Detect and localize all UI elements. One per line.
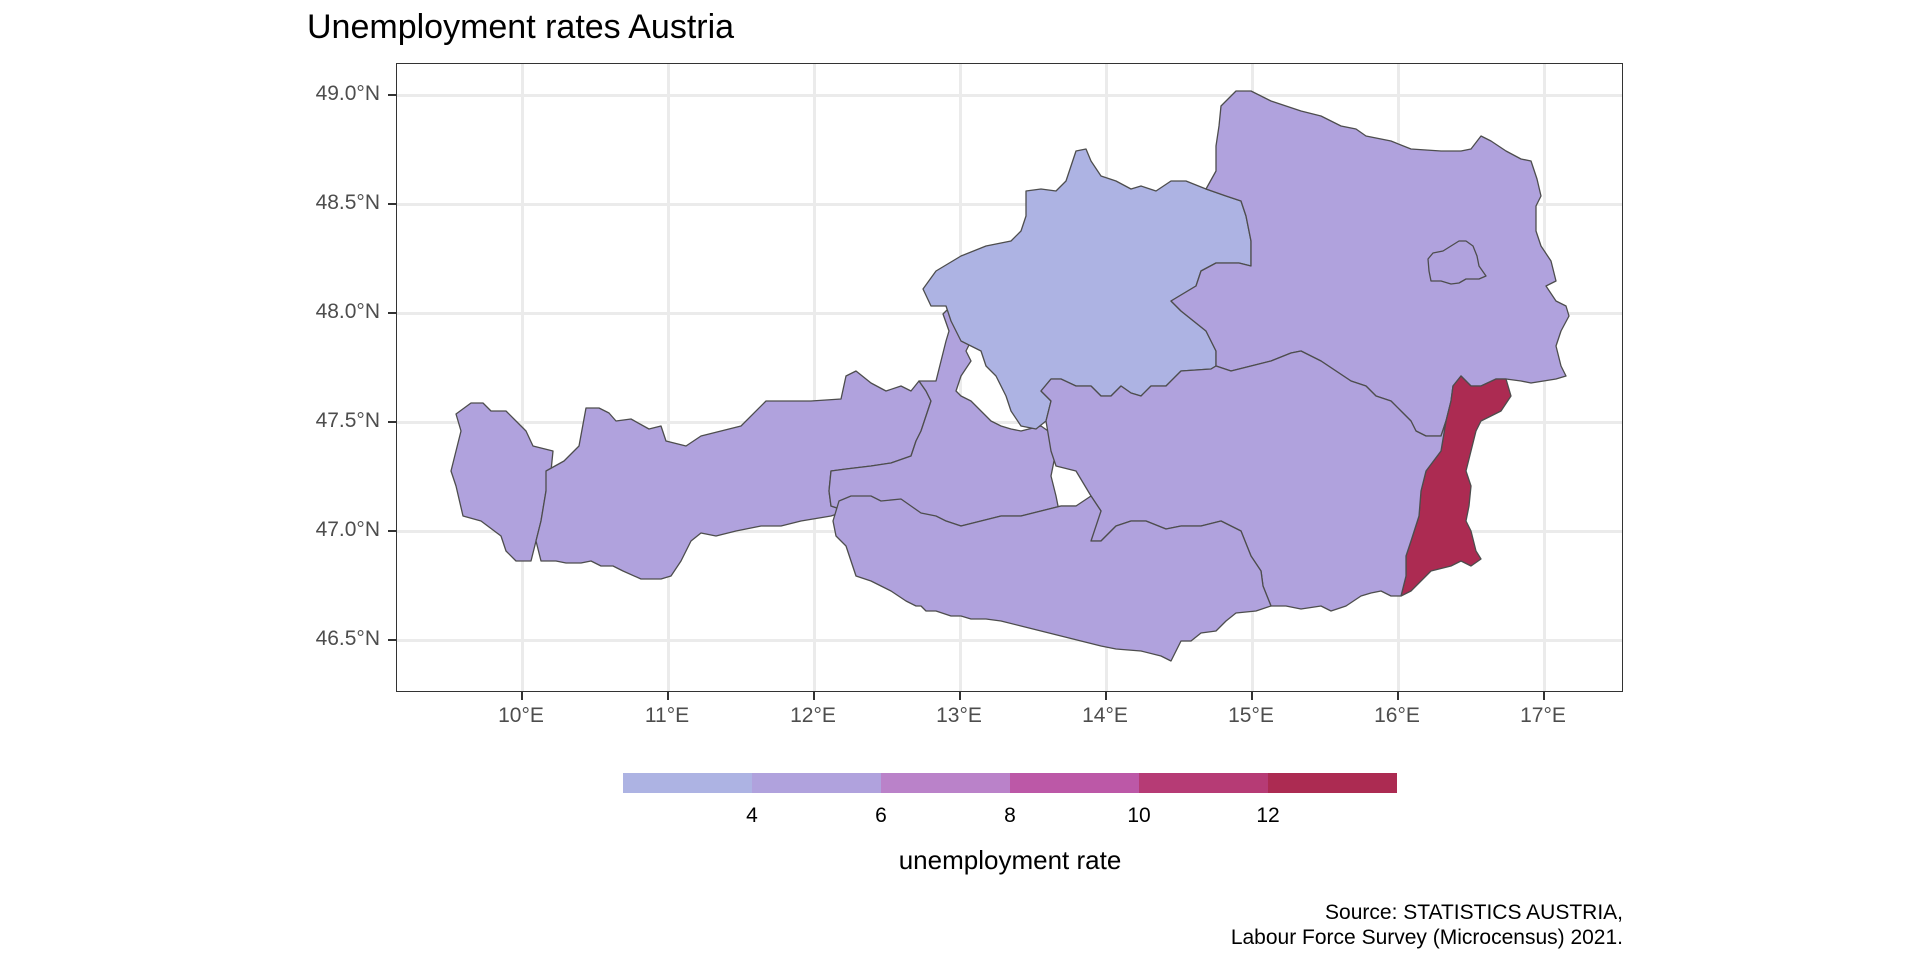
austria-map <box>450 90 1570 662</box>
legend-label: 12 <box>1256 804 1280 827</box>
x-tick-mark <box>959 692 961 700</box>
x-tick-label: 12°E <box>790 704 836 727</box>
y-tick-label: 46.5°N <box>315 627 380 650</box>
y-tick-label: 47.5°N <box>315 409 380 432</box>
legend-title: unemployment rate <box>898 845 1122 875</box>
x-tick-mark <box>521 692 523 700</box>
grid-line-lon-12 <box>813 64 816 691</box>
y-tick-mark <box>388 94 396 96</box>
source-line-1: Source: STATISTICS AUSTRIA, <box>1325 901 1623 924</box>
grid-line-lat-465 <box>397 639 1622 642</box>
legend-color-bin <box>623 773 752 793</box>
legend-color-bin <box>752 773 881 793</box>
region-wien[interactable] <box>1427 240 1487 285</box>
y-tick-mark <box>388 639 396 641</box>
x-tick-mark <box>1251 692 1253 700</box>
y-tick-mark <box>388 203 396 205</box>
grid-line-lat-485 <box>397 203 1622 206</box>
y-tick-mark <box>388 312 396 314</box>
y-tick-mark <box>388 421 396 423</box>
chart-title: Unemployment rates Austria <box>307 8 735 46</box>
legend-color-bin <box>1010 773 1139 793</box>
legend-label: 4 <box>746 804 758 827</box>
legend-label: 10 <box>1127 804 1151 827</box>
y-tick-mark <box>388 530 396 532</box>
y-tick-label: 47.0°N <box>315 518 380 541</box>
legend-label: 6 <box>875 804 887 827</box>
grid-line-lon-11 <box>667 64 670 691</box>
x-tick-label: 10°E <box>498 704 544 727</box>
x-tick-label: 16°E <box>1374 704 1420 727</box>
y-tick-label: 49.0°N <box>315 82 380 105</box>
x-tick-mark <box>1105 692 1107 700</box>
y-tick-label: 48.0°N <box>315 300 380 323</box>
legend-color-bin <box>1139 773 1268 793</box>
x-tick-label: 13°E <box>936 704 982 727</box>
source-caption: Source: STATISTICS AUSTRIA, Labour Force… <box>1231 900 1623 950</box>
x-tick-label: 15°E <box>1228 704 1274 727</box>
legend-color-bin <box>881 773 1010 793</box>
region-kaernten[interactable] <box>832 495 1272 662</box>
x-tick-mark <box>813 692 815 700</box>
grid-line-lon-10 <box>521 64 524 691</box>
legend-label: 8 <box>1004 804 1016 827</box>
grid-line-lat-475 <box>397 421 1622 424</box>
x-tick-mark <box>667 692 669 700</box>
grid-line-lat-490 <box>397 94 1622 97</box>
x-tick-label: 11°E <box>644 704 690 727</box>
legend-colorbar <box>623 773 1397 793</box>
source-line-2: Labour Force Survey (Microcensus) 2021. <box>1230 926 1623 949</box>
x-tick-label: 14°E <box>1082 704 1128 727</box>
y-tick-label: 48.5°N <box>315 191 380 214</box>
map-panel <box>396 63 1623 692</box>
x-tick-label: 17°E <box>1520 704 1566 727</box>
legend-color-bin <box>1268 773 1397 793</box>
x-tick-mark <box>1543 692 1545 700</box>
x-tick-mark <box>1397 692 1399 700</box>
